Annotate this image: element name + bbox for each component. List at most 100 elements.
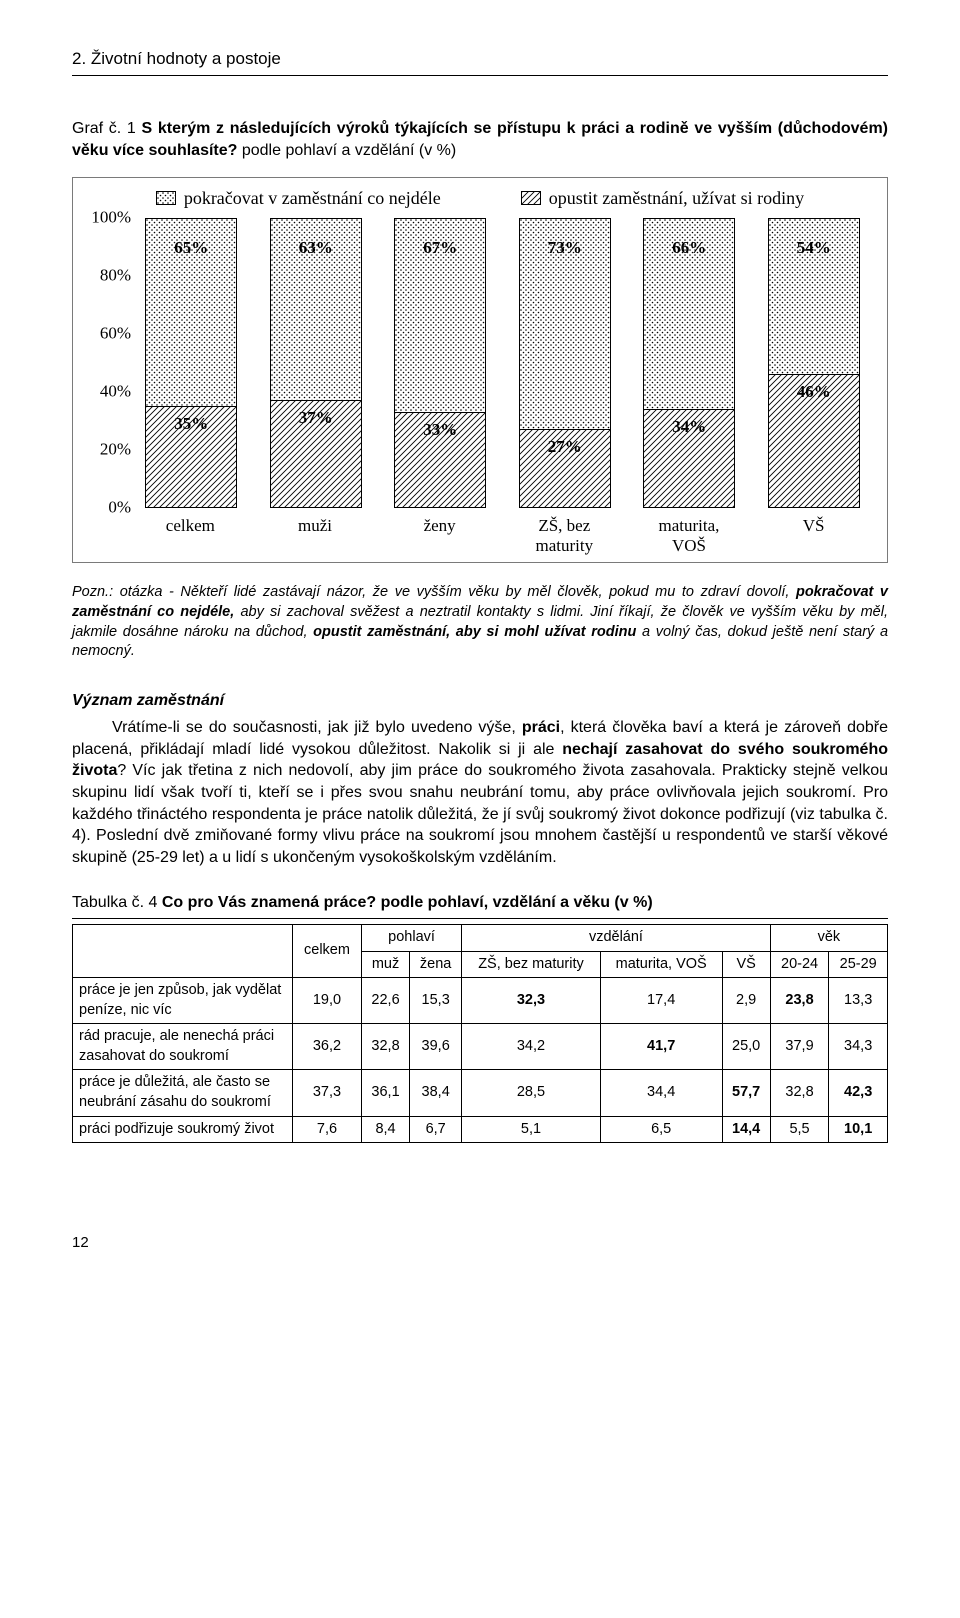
bar-bottom-seg: 34% [643, 410, 735, 509]
table-cell: 41,7 [600, 1024, 722, 1070]
table-cell: 15,3 [410, 978, 462, 1024]
row-label: práce je důležitá, ale často se neubrání… [73, 1070, 293, 1116]
bar-column: 63% 37% [270, 218, 362, 508]
chart-bars: 65% 35% 63% 37% 67% 33% 73% 27% 66% 34% 54%46% [137, 218, 867, 508]
bar-top-seg: 65% [145, 218, 237, 407]
data-table: celkempohlavívzdělánívěk mužženaZŠ, bez m… [72, 924, 888, 1143]
bar-column: 67% 33% [394, 218, 486, 508]
paragraph-bold: nechají zasahovat do svého soukromého ži… [72, 741, 888, 780]
group-header: věk [770, 925, 887, 952]
bar-bottom-seg: 35% [145, 407, 237, 509]
section-title: 2. Životní hodnoty a postoje [72, 48, 888, 71]
legend-swatch-dots [156, 191, 176, 205]
bar-top-value: 66% [672, 237, 706, 260]
bar-top-value: 73% [548, 237, 582, 260]
row-label: rád pracuje, ale nenechá práci zasahovat… [73, 1024, 293, 1070]
legend-label-1: opustit zaměstnání, užívat si rodiny [549, 186, 804, 210]
chart-legend: pokračovat v zaměstnání co nejdéle opust… [83, 186, 877, 210]
y-tick: 60% [83, 323, 131, 346]
table-cell: 2,9 [722, 978, 770, 1024]
y-tick: 0% [83, 497, 131, 520]
table-cell: 23,8 [770, 978, 829, 1024]
bar-bottom-value: 34% [672, 416, 706, 439]
sub-header: ZŠ, bez maturity [462, 951, 601, 978]
table-cell: 34,3 [829, 1024, 888, 1070]
table-cell: 37,3 [293, 1070, 362, 1116]
table-cell: 34,4 [600, 1070, 722, 1116]
group-header: pohlaví [361, 925, 461, 952]
x-label: muži [269, 512, 361, 558]
bar-top-seg: 67% [394, 218, 486, 412]
bar-bottom-seg: 37% [270, 401, 362, 508]
col-celkem: celkem [293, 925, 362, 978]
graf-title-tail: podle pohlaví a vzdělání (v %) [237, 142, 456, 159]
x-label: VŠ [768, 512, 860, 558]
table-cell: 13,3 [829, 978, 888, 1024]
table-cell: 10,1 [829, 1116, 888, 1143]
bar-bottom-value: 35% [174, 413, 208, 436]
table-cell: 22,6 [361, 978, 409, 1024]
y-tick: 80% [83, 265, 131, 288]
table-cell: 36,2 [293, 1024, 362, 1070]
bar-column: 66% 34% [643, 218, 735, 508]
table-cell: 39,6 [410, 1024, 462, 1070]
page-number: 12 [72, 1233, 888, 1253]
table-cell: 17,4 [600, 978, 722, 1024]
row-label: práce je jen způsob, jak vydělat peníze,… [73, 978, 293, 1024]
chart-frame: pokračovat v zaměstnání co nejdéle opust… [72, 177, 888, 563]
sub-header: žena [410, 951, 462, 978]
bar-column: 73% 27% [519, 218, 611, 508]
table-cell: 8,4 [361, 1116, 409, 1143]
bar-bottom-value: 37% [299, 407, 333, 430]
x-label: ZŠ, bez maturity [518, 512, 610, 558]
table-cell: 19,0 [293, 978, 362, 1024]
bar-top-value: 65% [174, 237, 208, 260]
table-cell: 5,1 [462, 1116, 601, 1143]
paragraph: Vrátíme-li se do současnosti, jak již by… [72, 717, 888, 868]
sub-header: 20-24 [770, 951, 829, 978]
paragraph-bold: práci [522, 719, 560, 736]
table-cell: 37,9 [770, 1024, 829, 1070]
x-label: ženy [394, 512, 486, 558]
bar-bottom-value: 27% [548, 436, 582, 459]
bar-top-seg: 63% [270, 218, 362, 401]
bar-bottom-seg: 33% [394, 413, 486, 509]
y-tick: 20% [83, 439, 131, 462]
table-title-tail: podle pohlaví, vzdělání a věku (v %) [376, 894, 653, 911]
table-cell: 32,8 [361, 1024, 409, 1070]
footnote-bold: opustit zaměstnání, aby si mohl užívat r… [313, 624, 636, 640]
legend-swatch-diag [521, 191, 541, 205]
bar-bottom-seg: 27% [519, 430, 611, 508]
table-cell: 25,0 [722, 1024, 770, 1070]
bar-bottom-value: 46% [797, 381, 831, 404]
table-cell: 32,3 [462, 978, 601, 1024]
sub-header: muž [361, 951, 409, 978]
bar-bottom-seg: 46% [768, 375, 860, 508]
legend-item-1: opustit zaměstnání, užívat si rodiny [521, 186, 804, 210]
table-cell: 14,4 [722, 1116, 770, 1143]
table-cell: 6,7 [410, 1116, 462, 1143]
legend-label-0: pokračovat v zaměstnání co nejdéle [184, 186, 441, 210]
table-cell: 42,3 [829, 1070, 888, 1116]
row-label: práci podřizuje soukromý život [73, 1116, 293, 1143]
bar-top-value: 67% [423, 237, 457, 260]
group-header: vzdělání [462, 925, 771, 952]
table-title: Tabulka č. 4 Co pro Vás znamená práce? p… [72, 892, 888, 914]
bar-top-value: 63% [299, 237, 333, 260]
table-prefix: Tabulka č. 4 [72, 894, 162, 911]
section-rule [72, 75, 888, 76]
chart-plot: 65%35%63%37%67%33%73%27%66%34%54%46% cel… [83, 218, 877, 558]
y-tick: 40% [83, 381, 131, 404]
footnote-bold: pokračovat v zaměstnání co nejdéle, [72, 584, 888, 620]
table-cell: 34,2 [462, 1024, 601, 1070]
bar-column: 54%46% [768, 218, 860, 508]
table-cell: 5,5 [770, 1116, 829, 1143]
x-label: maturita, VOŠ [643, 512, 735, 558]
graf-title-bold: S kterým z následujících výroků týkající… [72, 120, 888, 159]
sub-header: maturita, VOŠ [600, 951, 722, 978]
table-cell: 57,7 [722, 1070, 770, 1116]
table-rule [72, 918, 888, 919]
table-cell: 7,6 [293, 1116, 362, 1143]
sub-header: 25-29 [829, 951, 888, 978]
bar-top-seg: 66% [643, 218, 735, 409]
